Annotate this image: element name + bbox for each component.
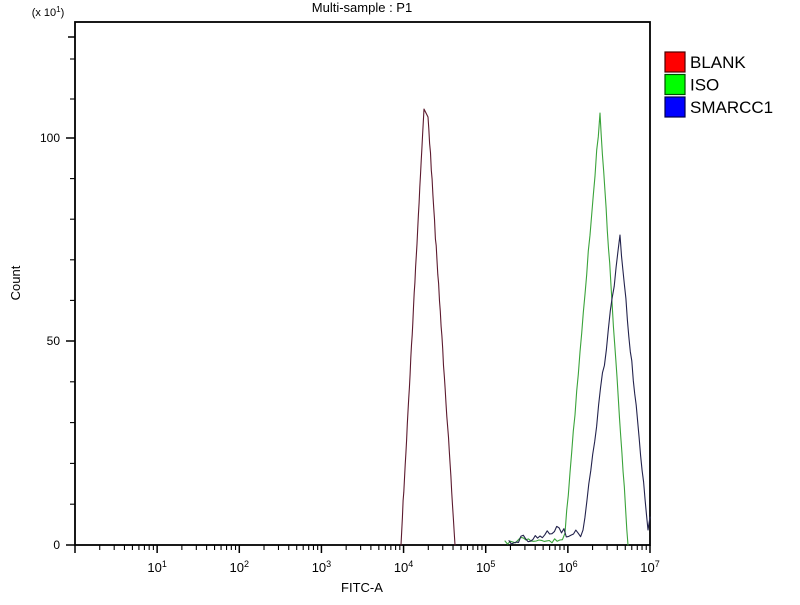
svg-text:0: 0 (53, 538, 60, 552)
svg-text:Count: Count (8, 265, 23, 300)
svg-text:101: 101 (147, 559, 166, 575)
svg-text:50: 50 (47, 334, 61, 348)
svg-text:100: 100 (40, 131, 60, 145)
svg-text:ISO: ISO (690, 76, 719, 95)
svg-text:105: 105 (476, 559, 495, 575)
svg-text:Multi-sample : P1: Multi-sample : P1 (312, 0, 412, 15)
svg-text:106: 106 (558, 559, 577, 575)
svg-text:107: 107 (640, 559, 659, 575)
svg-text:102: 102 (230, 559, 249, 575)
svg-text:BLANK: BLANK (690, 53, 746, 72)
svg-text:104: 104 (394, 559, 413, 575)
svg-text:(x 101): (x 101) (32, 5, 65, 20)
svg-text:FITC-A: FITC-A (341, 580, 383, 595)
svg-text:103: 103 (312, 559, 331, 575)
svg-text:SMARCC1: SMARCC1 (690, 98, 773, 117)
